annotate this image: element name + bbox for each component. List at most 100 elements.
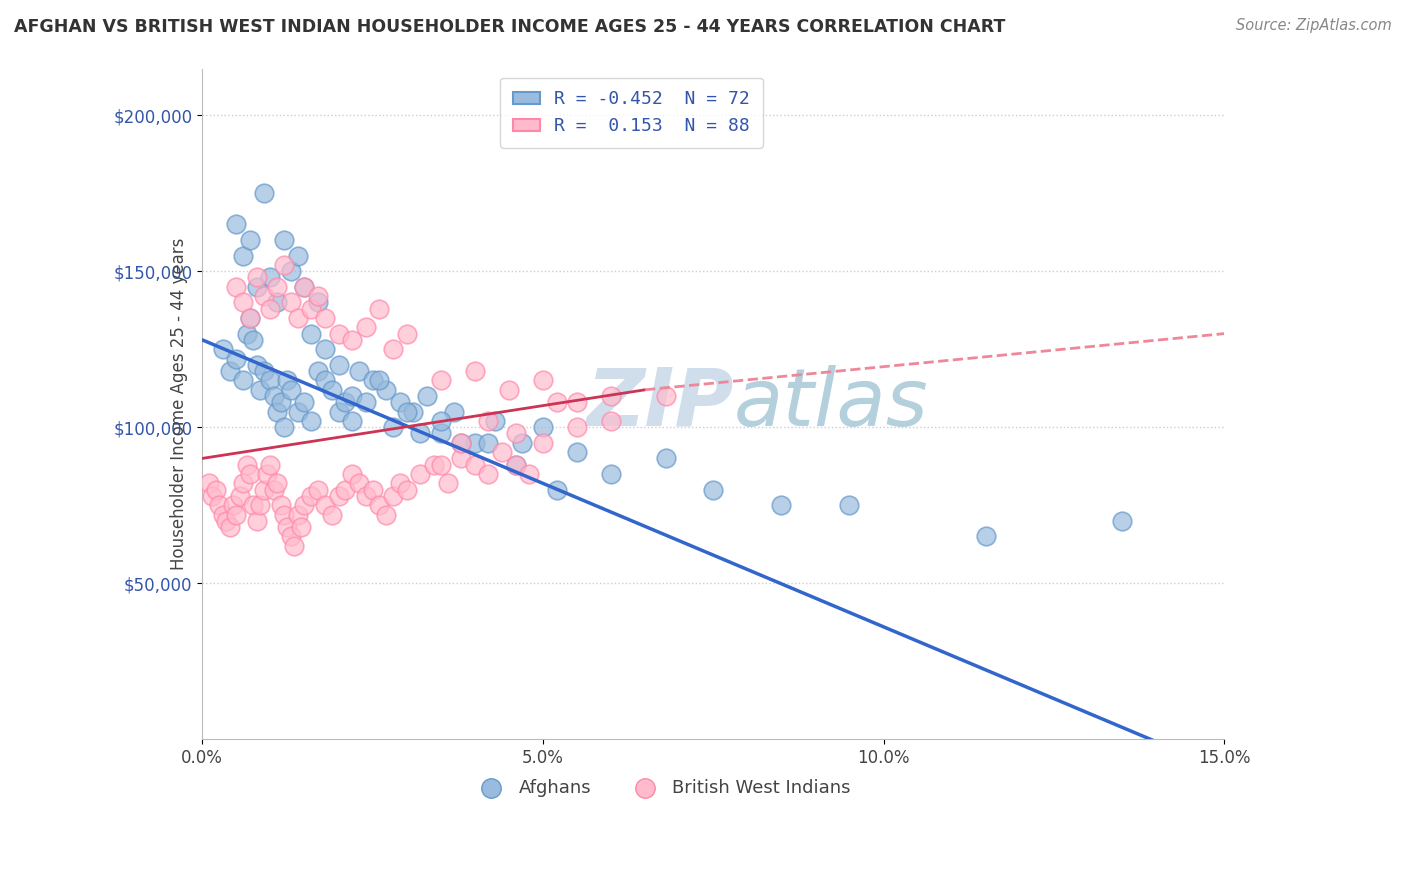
Point <box>335 483 357 497</box>
Point <box>287 508 309 522</box>
Point <box>211 508 233 522</box>
Point <box>402 404 425 418</box>
Point <box>498 383 520 397</box>
Point <box>299 326 322 341</box>
Point <box>436 476 458 491</box>
Point <box>512 435 534 450</box>
Point <box>266 476 288 491</box>
Point <box>266 295 288 310</box>
Point <box>429 414 451 428</box>
Point <box>477 467 499 481</box>
Point <box>218 364 240 378</box>
Point <box>246 514 269 528</box>
Point <box>239 233 262 247</box>
Point <box>450 451 472 466</box>
Point <box>273 508 295 522</box>
Point <box>505 426 527 441</box>
Point <box>259 458 281 472</box>
Point <box>505 458 527 472</box>
Point <box>565 445 588 459</box>
Point <box>321 508 343 522</box>
Point <box>361 483 384 497</box>
Point <box>546 483 568 497</box>
Point <box>276 373 298 387</box>
Point <box>347 364 370 378</box>
Point <box>208 498 231 512</box>
Point <box>450 435 472 450</box>
Point <box>388 476 411 491</box>
Point <box>314 373 336 387</box>
Point <box>232 373 254 387</box>
Point <box>464 435 486 450</box>
Point <box>340 389 363 403</box>
Point <box>259 373 281 387</box>
Point <box>395 404 418 418</box>
Point <box>477 414 499 428</box>
Point <box>600 467 623 481</box>
Point <box>235 326 257 341</box>
Point <box>299 414 322 428</box>
Point <box>361 373 384 387</box>
Point <box>354 489 377 503</box>
Point <box>328 404 350 418</box>
Point <box>218 520 240 534</box>
Point <box>294 280 316 294</box>
Point <box>232 295 254 310</box>
Point <box>429 426 451 441</box>
Point <box>368 301 391 316</box>
Text: AFGHAN VS BRITISH WEST INDIAN HOUSEHOLDER INCOME AGES 25 - 44 YEARS CORRELATION : AFGHAN VS BRITISH WEST INDIAN HOUSEHOLDE… <box>14 18 1005 36</box>
Text: Source: ZipAtlas.com: Source: ZipAtlas.com <box>1236 18 1392 33</box>
Point <box>368 498 391 512</box>
Point <box>382 489 405 503</box>
Point <box>429 458 451 472</box>
Point <box>416 389 439 403</box>
Point <box>232 476 254 491</box>
Point <box>702 483 724 497</box>
Point <box>252 364 274 378</box>
Point <box>259 301 281 316</box>
Point <box>242 333 264 347</box>
Point <box>375 383 398 397</box>
Point <box>354 395 377 409</box>
Point <box>299 301 322 316</box>
Point <box>232 249 254 263</box>
Point <box>270 498 292 512</box>
Point <box>307 364 329 378</box>
Point <box>443 404 465 418</box>
Point <box>294 498 316 512</box>
Point <box>328 358 350 372</box>
Point <box>215 514 238 528</box>
Point <box>375 508 398 522</box>
Point <box>307 295 329 310</box>
Point <box>273 258 295 272</box>
Point <box>368 373 391 387</box>
Point <box>531 420 554 434</box>
Point <box>225 351 247 366</box>
Point <box>273 233 295 247</box>
Point <box>263 483 285 497</box>
Point <box>388 395 411 409</box>
Point <box>395 326 418 341</box>
Point <box>239 467 262 481</box>
Point <box>211 343 233 357</box>
Point <box>491 445 513 459</box>
Point <box>477 435 499 450</box>
Point <box>395 483 418 497</box>
Point <box>1111 514 1133 528</box>
Point <box>340 467 363 481</box>
Y-axis label: Householder Income Ages 25 - 44 years: Householder Income Ages 25 - 44 years <box>170 237 188 570</box>
Point <box>280 383 302 397</box>
Point <box>280 295 302 310</box>
Text: ZIP: ZIP <box>586 365 734 442</box>
Point <box>239 311 262 326</box>
Point <box>307 289 329 303</box>
Point <box>600 389 623 403</box>
Point <box>517 467 540 481</box>
Point <box>229 489 252 503</box>
Point <box>314 498 336 512</box>
Point <box>565 420 588 434</box>
Point <box>249 498 271 512</box>
Point <box>280 264 302 278</box>
Point <box>382 420 405 434</box>
Point <box>505 458 527 472</box>
